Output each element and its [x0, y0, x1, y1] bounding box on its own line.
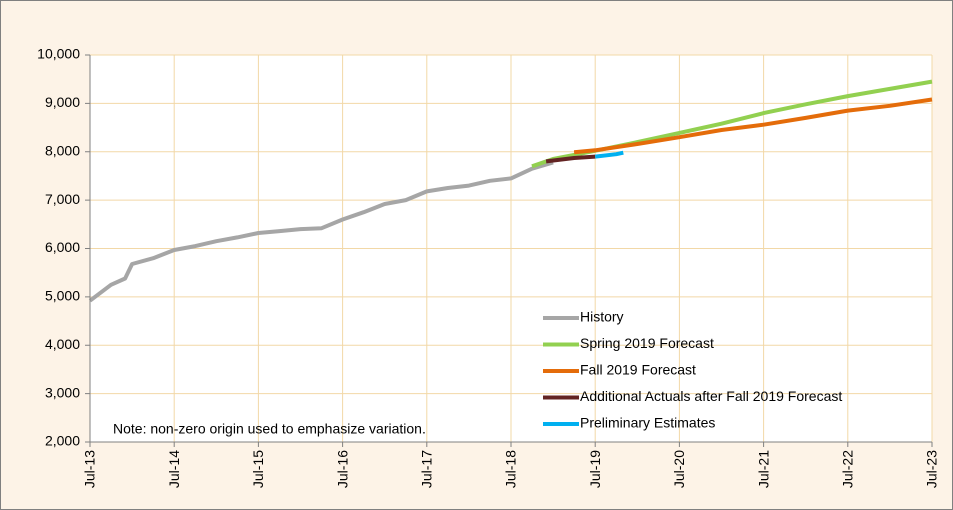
x-tick-label: Jul-17	[419, 450, 435, 488]
y-tick-label: 10,000	[37, 46, 80, 62]
x-tick-label: Jul-14	[166, 450, 182, 488]
legend-label: Preliminary Estimates	[580, 415, 715, 431]
x-tick-label: Jul-18	[503, 450, 519, 488]
x-tick-label: Jul-20	[671, 450, 687, 488]
y-tick-label: 8,000	[45, 142, 80, 158]
x-tick-label: Jul-15	[250, 450, 266, 488]
series-line	[573, 97, 933, 155]
x-tick-label: Jul-19	[587, 450, 603, 488]
labels: 2,000 3,000 4,000 5,000 6,000 7,000 8,000 9,000…	[37, 46, 940, 488]
note: Note: non-zero origin used to emphasize …	[113, 421, 426, 437]
y-tick-label: 2,000	[45, 433, 80, 449]
y-tick-label: 9,000	[45, 94, 80, 110]
lines	[88, 79, 933, 303]
grid	[89, 54, 933, 443]
x-tick-label: Jul-22	[840, 450, 856, 488]
y-tick-label: 4,000	[45, 336, 80, 352]
legend-label: Additional Actuals after Fall 2019 Forec…	[580, 388, 842, 404]
x-tick-label: Jul-13	[82, 450, 98, 488]
series-line	[545, 154, 596, 164]
series-line	[88, 160, 554, 303]
x-tick-label: Jul-21	[755, 450, 771, 488]
x-tick-label: Jul-16	[334, 450, 350, 488]
y-tick-label: 5,000	[45, 288, 80, 304]
legend-label: History	[580, 309, 624, 325]
legend-label: Spring 2019 Forecast	[580, 335, 714, 351]
x-tick-label: Jul-23	[924, 450, 940, 488]
y-tick-label: 6,000	[45, 239, 80, 255]
series-line	[594, 150, 624, 159]
y-tick-label: 3,000	[45, 384, 80, 400]
legend-label: Fall 2019 Forecast	[580, 362, 696, 378]
y-tick-label: 7,000	[45, 191, 80, 207]
